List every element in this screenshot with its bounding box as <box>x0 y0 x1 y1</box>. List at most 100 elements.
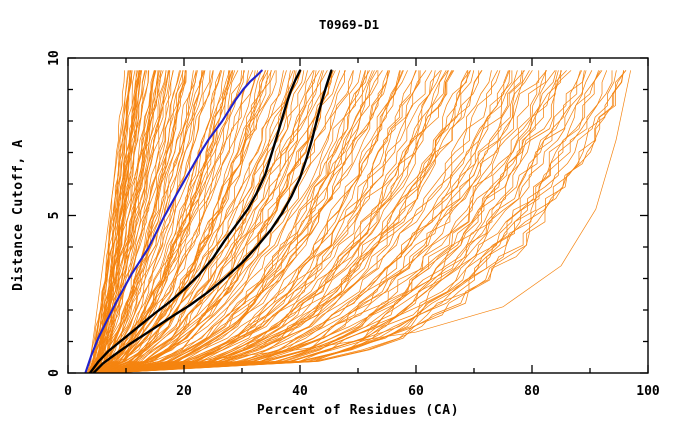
prediction-curve <box>100 70 320 373</box>
prediction-curve <box>94 70 346 373</box>
prediction-curve <box>87 70 159 373</box>
prediction-curve <box>99 70 400 373</box>
prediction-curve <box>102 70 498 373</box>
prediction-curve <box>94 70 284 373</box>
page-title: T0969-D1 <box>319 17 379 32</box>
prediction-curve <box>102 70 433 373</box>
prediction-curve <box>94 70 314 373</box>
prediction-curve <box>98 70 317 373</box>
x-tick-label: 100 <box>636 384 660 399</box>
prediction-curve <box>88 70 164 373</box>
prediction-curve <box>103 70 308 373</box>
y-tick-label: 0 <box>47 369 62 377</box>
prediction-curve <box>95 70 492 373</box>
prediction-curve <box>89 70 243 373</box>
prediction-curve <box>109 70 540 373</box>
reference-curves-black <box>88 69 333 373</box>
prediction-curve <box>102 70 562 373</box>
prediction-curve <box>99 70 324 373</box>
x-tick-label: 80 <box>524 384 540 399</box>
prediction-curve <box>92 70 233 373</box>
prediction-curve <box>86 70 142 373</box>
prediction-curve <box>110 70 557 373</box>
prediction-curve <box>106 70 585 373</box>
prediction-curve <box>102 70 546 373</box>
prediction-curve <box>107 70 510 373</box>
prediction-curve <box>102 70 483 373</box>
prediction-curve <box>97 70 366 373</box>
prediction-curve <box>107 70 613 373</box>
prediction-curve <box>100 70 441 373</box>
prediction-curve <box>99 70 378 373</box>
prediction-curve <box>103 70 389 373</box>
prediction-curve <box>101 70 556 373</box>
x-tick-label: 40 <box>292 384 308 399</box>
black-reference-1 <box>88 69 302 373</box>
y-axis-ticks <box>68 57 648 374</box>
prediction-curve <box>91 70 174 373</box>
prediction-curve <box>104 70 427 373</box>
prediction-curve <box>91 70 294 373</box>
prediction-curve <box>101 70 301 373</box>
prediction-curve <box>96 70 187 373</box>
prediction-curve <box>102 70 482 373</box>
prediction-curve <box>89 70 180 373</box>
prediction-curve <box>106 70 513 373</box>
prediction-curve <box>111 70 582 373</box>
prediction-curve <box>105 70 421 373</box>
prediction-curve <box>95 70 341 373</box>
prediction-curve <box>102 70 277 373</box>
prediction-curve <box>91 70 126 373</box>
prediction-curve <box>96 70 214 373</box>
y-tick-label: 10 <box>47 50 62 66</box>
y-axis-tick-labels: 0 5 10 <box>47 50 62 377</box>
prediction-curve <box>106 70 625 373</box>
prediction-curve <box>92 70 272 373</box>
predictions-envelope-right <box>96 70 631 373</box>
y-axis-label: Distance Cutoff, A <box>11 139 26 291</box>
prediction-curve <box>94 70 214 373</box>
prediction-curve <box>97 70 530 373</box>
prediction-curve <box>104 70 626 373</box>
prediction-curve <box>101 70 436 373</box>
prediction-curve <box>107 70 449 373</box>
prediction-curve <box>88 70 184 373</box>
prediction-curve <box>89 70 155 373</box>
prediction-curve <box>101 70 379 373</box>
prediction-curve <box>106 70 525 373</box>
predictions-envelope-left <box>87 70 130 373</box>
black-reference-2 <box>92 69 333 373</box>
blue-reference <box>84 69 263 373</box>
prediction-curve <box>99 70 587 373</box>
prediction-curve <box>97 70 469 373</box>
prediction-curve <box>100 70 449 373</box>
prediction-curve <box>107 70 624 373</box>
prediction-curve <box>99 70 211 373</box>
prediction-curve <box>104 70 475 373</box>
prediction-curve <box>107 70 562 373</box>
prediction-curve <box>94 70 131 373</box>
prediction-curve <box>105 70 420 373</box>
prediction-curve <box>90 70 132 373</box>
prediction-curve <box>108 70 627 373</box>
prediction-curve <box>96 70 501 373</box>
prediction-curve <box>89 70 162 373</box>
prediction-curve <box>101 70 315 373</box>
x-axis-tick-labels: 0 20 40 60 80 100 <box>64 384 660 399</box>
prediction-curve <box>109 70 603 373</box>
prediction-curve <box>101 70 362 373</box>
prediction-curve <box>98 70 249 373</box>
prediction-curve <box>99 70 523 373</box>
x-tick-label: 0 <box>64 384 72 399</box>
prediction-curve <box>101 70 408 373</box>
x-tick-label: 20 <box>176 384 192 399</box>
x-axis-ticks <box>67 58 649 373</box>
x-axis-label: Percent of Residues (CA) <box>257 403 459 418</box>
prediction-curve <box>106 70 559 373</box>
prediction-curve <box>108 70 452 373</box>
prediction-curve <box>89 70 146 373</box>
prediction-curve <box>98 70 256 373</box>
prediction-curve <box>104 70 617 373</box>
